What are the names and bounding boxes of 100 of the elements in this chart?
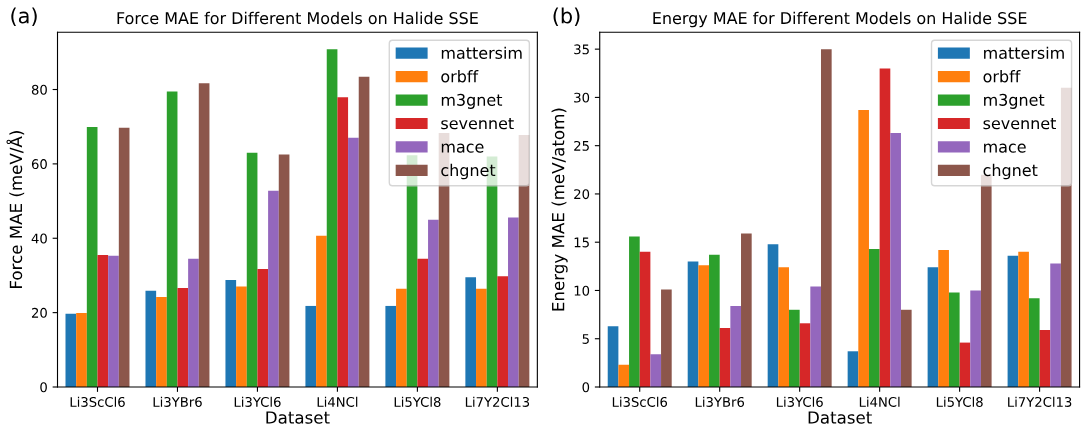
bar	[959, 342, 971, 387]
x-tick-label: Li3YBr6	[153, 396, 202, 407]
bar	[198, 83, 210, 387]
bar	[385, 305, 397, 387]
bar	[650, 354, 662, 387]
bar	[799, 323, 811, 387]
bar	[177, 288, 189, 387]
legend-label: mace	[984, 143, 1026, 153]
legend-label: mattersim	[441, 46, 522, 59]
y-tick-label: 0	[40, 382, 47, 393]
bar	[879, 68, 891, 387]
y-tick-label: 10	[574, 285, 590, 296]
bar	[789, 309, 800, 387]
bar	[76, 313, 87, 387]
bar	[858, 109, 869, 387]
bar	[305, 305, 317, 387]
bar	[257, 269, 269, 387]
bar	[618, 364, 630, 387]
bar	[316, 235, 327, 387]
bar	[820, 49, 832, 387]
bar	[476, 288, 487, 387]
y-tick-label: 5	[582, 334, 589, 344]
bar	[118, 127, 130, 387]
bar	[1018, 251, 1029, 387]
bar	[847, 351, 859, 387]
y-tick-label: 20	[31, 307, 47, 318]
bar	[639, 251, 651, 387]
bar	[188, 258, 199, 387]
bar	[767, 244, 779, 387]
x-tick-label: Li4NCl	[859, 396, 900, 407]
legend-label: orbff	[441, 70, 479, 83]
y-tick-label: 40	[31, 233, 47, 244]
bar	[145, 290, 157, 387]
bar	[465, 277, 477, 387]
bar	[629, 236, 640, 387]
bar	[508, 217, 519, 387]
bar	[709, 254, 720, 387]
legend-label: chgnet	[983, 163, 1038, 180]
bar	[810, 286, 821, 387]
legend-label: m3gnet	[984, 93, 1045, 109]
y-axis-title: Energy MAE (meV/atom)	[551, 108, 568, 311]
y-tick-label: 0	[582, 382, 590, 393]
bar	[396, 288, 407, 387]
bar	[337, 97, 349, 387]
bar	[497, 276, 509, 387]
bar	[326, 49, 338, 387]
y-tick-label: 80	[31, 84, 47, 95]
y-tick-label: 30	[574, 92, 590, 103]
x-tick-label: Li3YCl6	[234, 396, 281, 407]
text: (a)	[11, 7, 37, 26]
bar	[661, 289, 672, 387]
bar	[927, 267, 939, 387]
bar	[246, 152, 258, 387]
x-tick-label: Li3ScCl6	[612, 396, 668, 407]
y-tick-label: 20	[574, 189, 590, 200]
bar	[719, 328, 731, 387]
bar	[65, 313, 77, 387]
bar	[890, 133, 901, 387]
bar	[1007, 255, 1019, 387]
bar	[86, 127, 98, 387]
y-tick-label: 35	[574, 44, 589, 55]
x-axis-title: Dataset	[266, 411, 330, 424]
x-tick-label: Li3YBr6	[695, 396, 745, 407]
x-tick-label: Li4NCl	[317, 396, 358, 407]
bar	[698, 265, 710, 387]
bar	[156, 297, 167, 387]
x-tick-label: Li5YCl8	[394, 396, 441, 407]
y-tick-label: 15	[574, 237, 589, 248]
bar	[687, 261, 699, 387]
bar	[417, 258, 429, 387]
bar	[268, 190, 279, 387]
legend-label: sevennet	[441, 117, 514, 130]
y-tick-label: 60	[31, 159, 47, 170]
bar	[1039, 330, 1051, 387]
chart-title: Force MAE for Different Models on Halide SSE	[117, 11, 478, 25]
bar	[166, 91, 178, 387]
bar	[607, 326, 619, 387]
chart-title: Energy MAE for Different Models on Halide SSE	[653, 11, 1027, 28]
legend-label: mattersim	[984, 46, 1064, 59]
bar	[358, 76, 370, 387]
bar	[278, 154, 290, 387]
bar	[108, 255, 119, 387]
bar	[236, 286, 247, 387]
bar	[970, 290, 981, 387]
x-tick-label: Li3ScCl6	[70, 396, 125, 407]
text: (b)	[553, 7, 580, 26]
legend-label: sevennet	[983, 117, 1056, 130]
bar	[428, 219, 439, 387]
x-tick-label: Li7Y2Cl13	[465, 396, 530, 407]
x-axis-title: Dataset	[808, 411, 872, 424]
legend-label: orbff	[983, 70, 1021, 83]
bar	[938, 249, 949, 387]
x-tick-label: Li5YCl8	[936, 396, 983, 407]
bar	[868, 248, 880, 387]
y-tick-label: 25	[574, 140, 589, 151]
y-axis-title: Force MAE (meV/Å)	[6, 131, 25, 288]
bar	[778, 267, 789, 387]
legend-label: m3gnet	[441, 93, 503, 109]
legend-label: mace	[441, 143, 484, 153]
bar	[348, 137, 359, 387]
